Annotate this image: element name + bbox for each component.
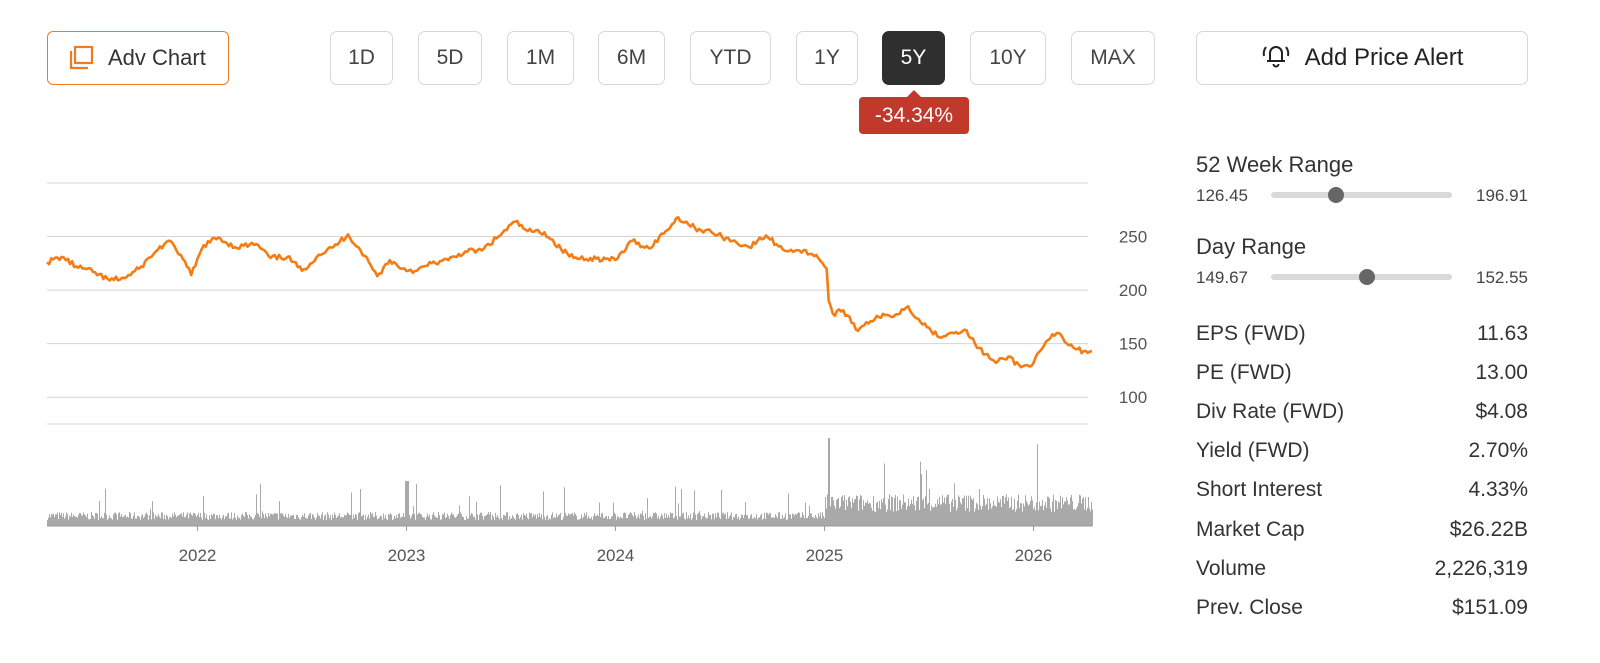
stat-value: $151.09	[1452, 595, 1528, 619]
stat-label: Prev. Close	[1196, 595, 1303, 619]
add-price-alert-label: Add Price Alert	[1304, 44, 1464, 71]
stat-row-prev-close: Prev. Close $151.09	[1196, 588, 1528, 627]
y-tick-label: 150	[1119, 335, 1147, 354]
stat-label: Volume	[1196, 556, 1267, 580]
x-tick-label: 2025	[806, 546, 844, 565]
week52-range: 52 Week Range 126.45 196.91	[1196, 150, 1528, 232]
stat-row-market-cap: Market Cap $26.22B	[1196, 510, 1528, 549]
day-range-track	[1271, 269, 1452, 285]
range-label: 10Y	[989, 46, 1027, 69]
range-button-max[interactable]: MAX	[1071, 31, 1155, 85]
week52-range-title: 52 Week Range	[1196, 152, 1354, 177]
range-label: MAX	[1090, 46, 1136, 69]
stat-label: Yield (FWD)	[1196, 439, 1310, 463]
x-tick-label: 2023	[388, 546, 426, 565]
adv-chart-button[interactable]: Adv Chart	[47, 31, 229, 85]
stat-value: 13.00	[1475, 360, 1528, 384]
week52-low: 126.45	[1196, 186, 1248, 205]
range-label: 1M	[525, 46, 556, 69]
week52-range-track	[1271, 187, 1452, 203]
stat-value: 2,226,319	[1434, 556, 1528, 580]
week52-range-marker	[1328, 187, 1345, 203]
add-price-alert-button[interactable]: Add Price Alert	[1196, 31, 1528, 85]
range-button-1d[interactable]: 1D	[330, 31, 393, 85]
stat-value: 11.63	[1477, 321, 1528, 345]
price-change-badge: -34.34%	[859, 90, 969, 134]
day-high: 152.55	[1476, 268, 1528, 287]
y-tick-label: 250	[1119, 228, 1147, 247]
stat-value: 2.70%	[1468, 439, 1528, 463]
x-tick-label: 2026	[1015, 546, 1053, 565]
day-low: 149.67	[1196, 268, 1248, 287]
range-button-5y[interactable]: 5Y	[882, 31, 945, 85]
stat-label: EPS (FWD)	[1196, 321, 1306, 345]
day-range-title: Day Range	[1196, 234, 1307, 259]
adv-chart-label: Adv Chart	[108, 45, 206, 70]
stats-panel: 52 Week Range 126.45 196.91 Day Range 14…	[1196, 150, 1528, 628]
range-label: 6M	[616, 46, 647, 69]
stat-value: $4.08	[1475, 399, 1528, 423]
range-button-6m[interactable]: 6M	[598, 31, 665, 85]
y-tick-label: 200	[1119, 281, 1147, 300]
adv-chart-icon	[68, 45, 94, 71]
bell-icon	[1261, 41, 1291, 76]
stat-label: PE (FWD)	[1196, 360, 1292, 384]
stat-row-yield: Yield (FWD) 2.70%	[1196, 432, 1528, 471]
stat-value: 4.33%	[1468, 478, 1528, 502]
x-tick-label: 2022	[179, 546, 217, 565]
range-label: 1Y	[814, 46, 840, 69]
stat-row-div-rate: Div Rate (FWD) $4.08	[1196, 392, 1528, 431]
range-label: 5Y	[900, 46, 927, 69]
range-button-1m[interactable]: 1M	[507, 31, 574, 85]
day-range: Day Range 149.67 152.55	[1196, 232, 1528, 314]
range-button-5d[interactable]: 5D	[418, 31, 482, 85]
stat-label: Market Cap	[1196, 517, 1305, 541]
range-button-1y[interactable]: 1Y	[796, 31, 858, 85]
stat-row-eps: EPS (FWD) 11.63	[1196, 314, 1528, 353]
range-label: 5D	[436, 46, 464, 69]
range-label: YTD	[709, 46, 752, 69]
stat-label: Div Rate (FWD)	[1196, 399, 1345, 423]
range-label: 1D	[348, 46, 375, 69]
y-tick-label: 100	[1119, 388, 1147, 407]
stat-label: Short Interest	[1196, 478, 1323, 502]
stat-row-volume: Volume 2,226,319	[1196, 549, 1528, 588]
stat-row-pe: PE (FWD) 13.00	[1196, 353, 1528, 392]
week52-high: 196.91	[1476, 186, 1528, 205]
stat-row-short-interest: Short Interest 4.33%	[1196, 471, 1528, 510]
x-tick-label: 2024	[597, 546, 635, 565]
range-button-10y[interactable]: 10Y	[970, 31, 1046, 85]
day-range-marker	[1358, 269, 1375, 285]
price-chart[interactable]: 250 200 150 100 2022 2023 2024 2025 2026	[0, 150, 1175, 575]
stat-value: $26.22B	[1449, 517, 1528, 541]
range-button-ytd[interactable]: YTD	[690, 31, 771, 85]
price-line	[46, 216, 1093, 369]
